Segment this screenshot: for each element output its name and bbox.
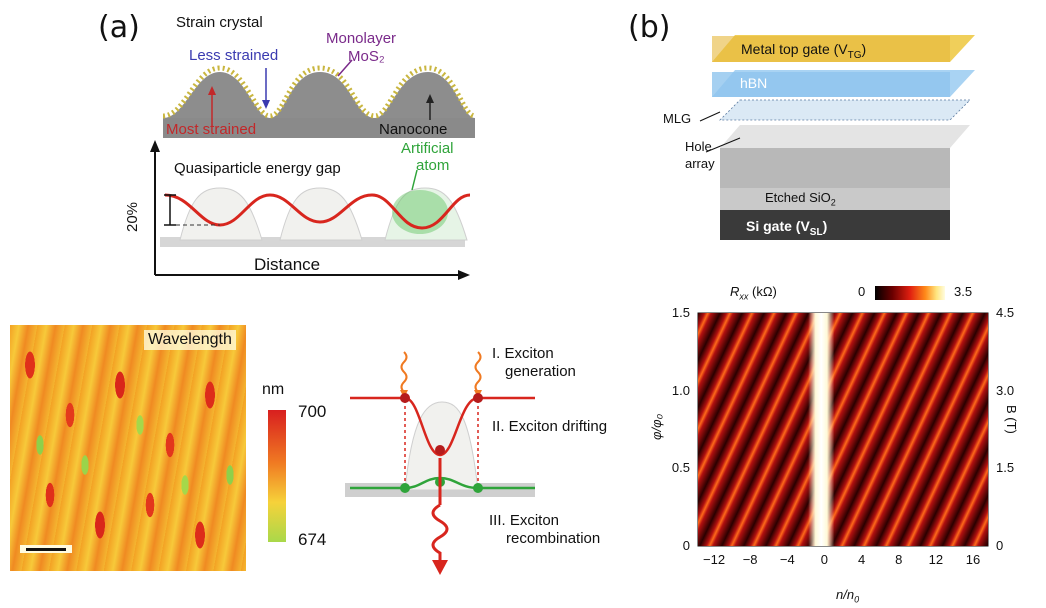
y-right-label: B (T)	[1003, 405, 1018, 434]
cbar-max: 3.5	[954, 285, 972, 300]
nanocone-label: Nanocone	[379, 121, 447, 138]
wavelength-unit: nm	[262, 381, 284, 399]
wavelength-max: 700	[298, 402, 326, 422]
wavelength-min: 674	[298, 530, 326, 550]
hole-right	[473, 483, 483, 493]
monolayer-label: Monolayer	[326, 30, 396, 47]
hole-label-line1: Hole	[685, 140, 712, 155]
mlg-label: MLG	[663, 112, 691, 127]
x-tick: 16	[963, 552, 983, 567]
gap-x-axis-arrow	[458, 270, 470, 280]
hole-array-front	[720, 148, 950, 188]
y-left-tick: 1.0	[672, 383, 690, 398]
y-right-tick: 0	[996, 538, 1003, 553]
resistance-heatmap	[698, 313, 988, 546]
less-strained-label: Less strained	[189, 47, 278, 64]
less-strained-arrowhead	[262, 100, 270, 109]
y-right-tick: 1.5	[996, 460, 1014, 475]
exciton-step3-line1: III. Exciton	[489, 512, 559, 529]
hole-label-line2: array	[685, 157, 715, 172]
distance-label: Distance	[254, 255, 320, 275]
top-gate-label: Metal top gate (VTG)	[741, 41, 866, 61]
exciton-step1-line2: generation	[505, 363, 576, 380]
x-tick: 0	[814, 552, 834, 567]
x-tick: −12	[703, 552, 723, 567]
cbar-label: Rxx (kΩ)	[730, 285, 777, 302]
wavelength-map: Wavelength	[10, 325, 246, 571]
x-tick: 12	[926, 552, 946, 567]
electron-left	[400, 393, 410, 403]
y-left-tick: 0	[683, 538, 690, 553]
wavelength-title: Wavelength	[144, 330, 236, 350]
x-label: n/n0	[836, 588, 859, 605]
mlg-pointer	[700, 112, 720, 121]
y-left-tick: 1.5	[672, 305, 690, 320]
gap-y-axis-arrow	[150, 140, 160, 152]
emission-head	[432, 560, 448, 575]
ghost-cone-2	[280, 188, 362, 240]
x-tick: 4	[852, 552, 872, 567]
x-tick: −4	[777, 552, 797, 567]
photon-right	[476, 352, 481, 392]
artificial-label: Artificial	[401, 140, 454, 157]
heatmap-colorbar	[875, 286, 945, 300]
electron-right	[473, 393, 483, 403]
si-gate-label: Si gate (VSL)	[746, 218, 827, 238]
hole-array-top	[720, 125, 970, 148]
x-tick: −8	[740, 552, 760, 567]
gap-title: Quasiparticle energy gap	[174, 160, 341, 177]
cbar-min: 0	[858, 285, 865, 300]
mos2-label: MoS₂	[348, 48, 385, 65]
y-right-tick: 4.5	[996, 305, 1014, 320]
exciton-step3-line2: recombination	[506, 530, 600, 547]
emission-wave	[433, 505, 447, 563]
scale-bar	[26, 548, 66, 551]
strain-title: Strain crystal	[176, 14, 263, 31]
y-left-label: φ/φ₀	[650, 414, 665, 440]
photon-left	[402, 352, 407, 392]
hole-left	[400, 483, 410, 493]
wavelength-colorbar	[268, 410, 286, 542]
x-tick: 8	[889, 552, 909, 567]
most-strained-label: Most strained	[166, 121, 256, 138]
y-left-tick: 0.5	[672, 460, 690, 475]
mlg-layer	[720, 100, 970, 120]
exciton-step1-line1: I. Exciton	[492, 345, 554, 362]
hbn-label: hBN	[740, 75, 767, 91]
percent-label: 20%	[124, 202, 141, 232]
etched-label: Etched SiO2	[765, 190, 836, 208]
electron-center	[435, 445, 445, 455]
ghost-cone-1	[180, 188, 262, 240]
y-right-tick: 3.0	[996, 383, 1014, 398]
atom-label: atom	[416, 157, 449, 174]
exciton-step2: II. Exciton drifting	[492, 418, 607, 435]
